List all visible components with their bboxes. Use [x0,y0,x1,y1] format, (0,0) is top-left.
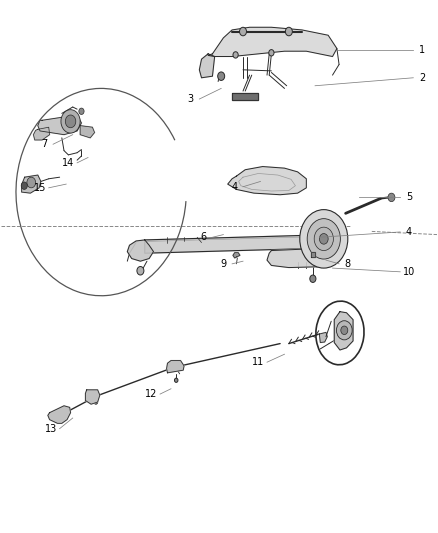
Circle shape [58,413,61,417]
Circle shape [65,115,76,128]
Circle shape [336,321,352,340]
Text: 4: 4 [406,227,412,237]
Polygon shape [33,127,49,140]
Circle shape [300,209,348,268]
Circle shape [174,378,178,382]
Polygon shape [48,406,71,423]
Polygon shape [145,235,332,253]
Text: 8: 8 [345,259,351,269]
Polygon shape [208,27,337,56]
Circle shape [240,27,247,36]
Text: 2: 2 [419,73,425,83]
Circle shape [218,72,225,80]
Text: 10: 10 [403,267,415,277]
Polygon shape [267,248,337,268]
Text: 3: 3 [187,94,194,104]
Polygon shape [319,333,327,343]
Polygon shape [85,390,100,404]
Circle shape [79,108,84,115]
Text: 1: 1 [419,45,425,54]
Text: 14: 14 [62,158,74,168]
Polygon shape [80,126,95,138]
Polygon shape [311,252,315,257]
Text: 4: 4 [231,182,237,192]
Polygon shape [166,361,184,373]
Text: 6: 6 [201,232,207,243]
Circle shape [21,182,27,189]
Circle shape [233,52,238,58]
Circle shape [61,110,80,133]
Circle shape [269,50,274,56]
Text: 9: 9 [220,259,226,269]
Text: 13: 13 [45,424,57,434]
Circle shape [286,27,292,36]
Circle shape [137,266,144,275]
Circle shape [94,400,98,404]
Polygon shape [334,312,353,350]
Circle shape [27,177,35,188]
Text: 15: 15 [34,183,46,193]
Polygon shape [233,253,240,258]
Circle shape [314,227,333,251]
Circle shape [91,394,94,398]
Text: 7: 7 [41,139,47,149]
Circle shape [55,410,64,421]
Text: 5: 5 [406,192,412,203]
Circle shape [89,392,95,400]
Text: 11: 11 [252,357,265,367]
Circle shape [307,219,340,259]
Polygon shape [127,240,153,261]
Circle shape [310,275,316,282]
Polygon shape [21,175,41,193]
Polygon shape [228,166,306,195]
Circle shape [388,193,395,201]
Circle shape [341,326,348,335]
Text: 12: 12 [145,389,158,399]
Polygon shape [199,54,215,78]
Circle shape [319,233,328,244]
Polygon shape [232,93,258,100]
Polygon shape [38,115,81,135]
